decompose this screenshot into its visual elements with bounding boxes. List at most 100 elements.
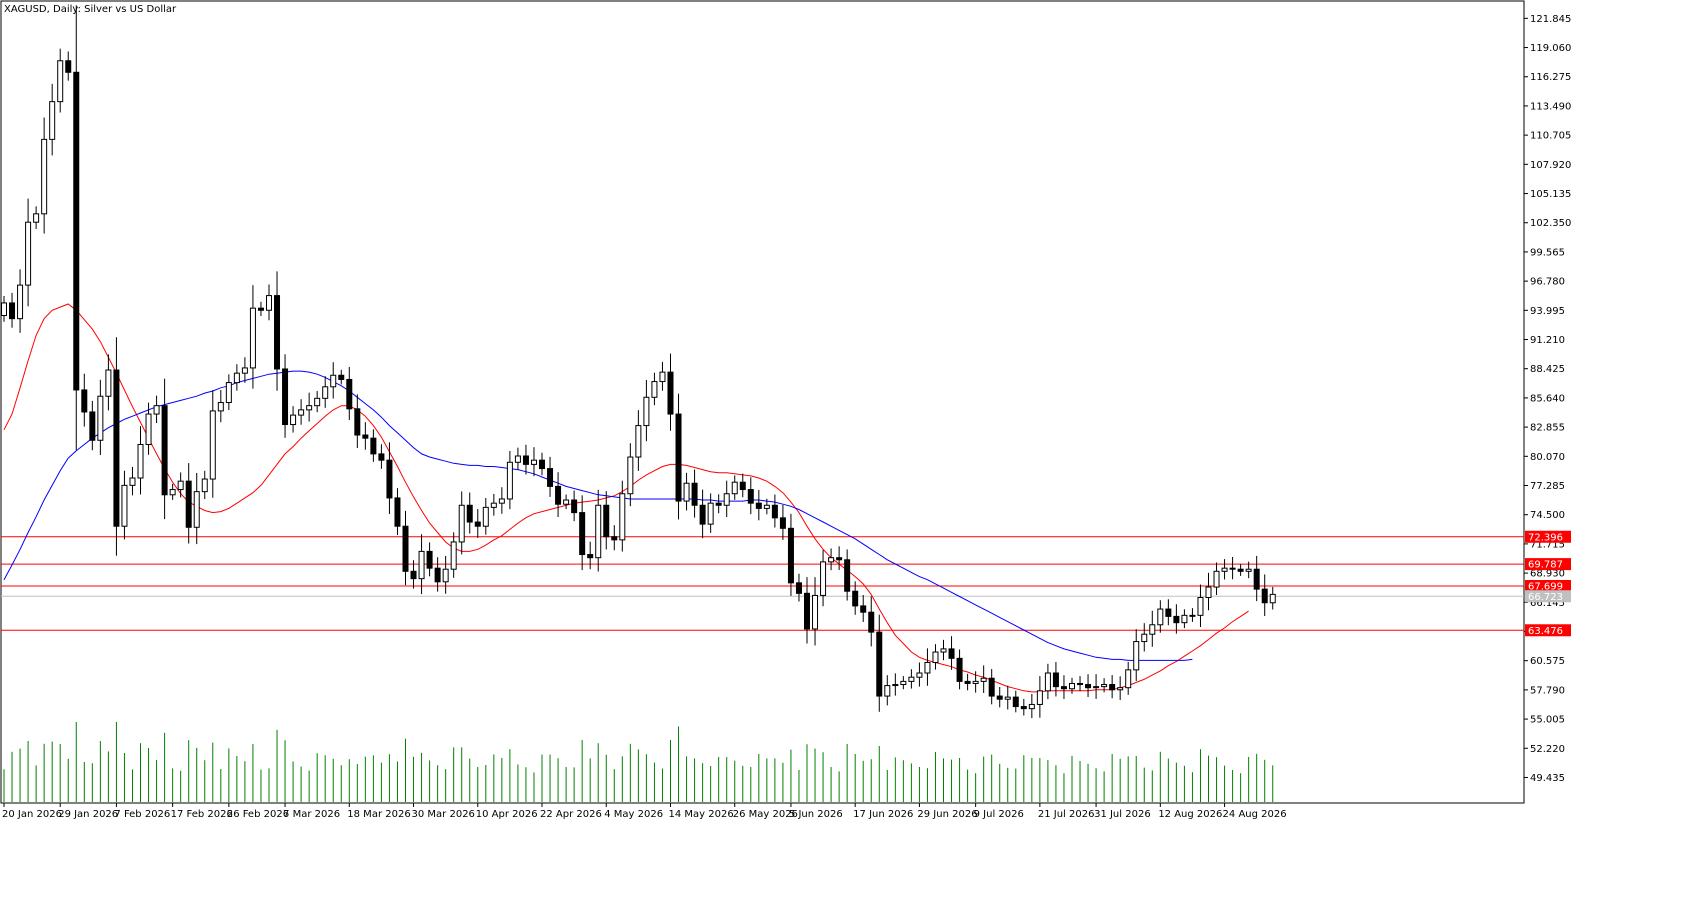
- candle: [916, 662, 923, 687]
- candle: [1109, 675, 1116, 699]
- candle-body-up: [723, 493, 730, 506]
- candle: [779, 504, 786, 540]
- candle: [298, 399, 305, 425]
- candle-body-up: [812, 594, 819, 630]
- candle-body-up: [1149, 624, 1156, 635]
- candle: [659, 361, 666, 391]
- candle-body-down: [257, 307, 264, 311]
- candle: [9, 292, 16, 328]
- y-tick-label: 105.135: [1530, 189, 1571, 200]
- candle-body-up: [1093, 686, 1100, 689]
- y-tick-label: 116.275: [1530, 72, 1571, 83]
- candle-body-down: [1060, 686, 1067, 690]
- candle: [707, 493, 714, 533]
- x-tick-label: 26 May 2026: [733, 809, 798, 820]
- y-tick-label: 60.575: [1530, 656, 1565, 667]
- candle: [41, 117, 48, 234]
- candle-body-up: [1133, 641, 1140, 671]
- candle-body-down: [868, 611, 875, 633]
- y-tick-label: 55.005: [1530, 715, 1565, 726]
- y-tick-label: 71.715: [1530, 539, 1565, 550]
- candle: [410, 560, 417, 589]
- candle-body-down: [579, 512, 586, 556]
- candle-body-up: [498, 498, 505, 504]
- candle-body-up: [450, 541, 457, 570]
- candle-body-down: [747, 489, 754, 504]
- candle-body-up: [121, 484, 128, 527]
- candle-body-down: [755, 502, 762, 509]
- candle-body-down: [282, 368, 289, 426]
- candle: [675, 393, 682, 520]
- candle: [739, 473, 746, 498]
- candle-body-up: [137, 443, 144, 479]
- candle-body-down: [779, 517, 786, 529]
- candle: [771, 494, 778, 528]
- candle: [571, 490, 578, 522]
- candle-body-down: [948, 648, 955, 659]
- candle-body-down: [185, 480, 192, 528]
- candle: [1221, 559, 1228, 580]
- candle: [241, 357, 248, 383]
- candle: [177, 472, 184, 498]
- current-price-label: 66.723: [1528, 592, 1563, 603]
- candle-body-up: [209, 410, 216, 480]
- candle: [563, 494, 570, 510]
- y-tick-label: 99.565: [1530, 247, 1565, 258]
- y-tick-label: 88.425: [1530, 364, 1565, 375]
- candle: [1020, 698, 1027, 716]
- candle-body-up: [265, 295, 272, 311]
- candle: [787, 513, 794, 596]
- candle: [121, 470, 128, 540]
- candle-body-down: [715, 502, 722, 506]
- x-tick-label: 22 Apr 2026: [540, 809, 602, 820]
- candle-body-up: [707, 502, 714, 525]
- candle-body-down: [1020, 706, 1027, 710]
- x-tick-label: 26 Feb 2026: [227, 809, 289, 820]
- level-label-2-bg: [1525, 579, 1571, 592]
- candle: [201, 470, 208, 500]
- candle-body-up: [306, 405, 313, 411]
- candle: [820, 549, 827, 607]
- x-tick-label: 31 Jul 2026: [1094, 809, 1151, 820]
- candle-body-up: [1213, 570, 1220, 588]
- candle: [1101, 678, 1108, 693]
- current-price-label-bg: [1525, 590, 1571, 603]
- x-tick-label: 20 Jan 2026: [2, 809, 62, 820]
- candle-body-up: [1221, 567, 1228, 572]
- x-tick-label: 30 Mar 2026: [412, 809, 475, 820]
- candle-body-up: [105, 369, 112, 397]
- volume-bars: [3, 722, 1274, 802]
- candle: [113, 337, 120, 556]
- level-label-2: 67.699: [1528, 581, 1563, 592]
- candle: [1093, 674, 1100, 699]
- candle-body-up: [506, 461, 513, 500]
- candle-body-up: [1117, 687, 1124, 691]
- candle: [73, 5, 80, 451]
- candle-body-up: [1004, 696, 1011, 700]
- candle: [1036, 676, 1043, 718]
- candle-body-down: [522, 455, 529, 465]
- candle: [643, 379, 650, 442]
- candle-body-down: [434, 567, 441, 583]
- candle-body-up: [820, 561, 827, 596]
- y-tick-label: 66.145: [1530, 598, 1565, 609]
- candle: [996, 687, 1003, 708]
- candle: [394, 488, 401, 536]
- candle: [482, 497, 489, 535]
- candle: [1044, 663, 1051, 700]
- candle: [940, 639, 947, 661]
- candle-body-up: [619, 493, 626, 541]
- candle-body-up: [41, 138, 48, 215]
- candle-body-up: [97, 395, 104, 441]
- candle-body-down: [1253, 568, 1260, 590]
- candle: [884, 675, 891, 706]
- candle: [627, 443, 634, 507]
- candle: [1165, 599, 1172, 626]
- candle: [860, 595, 867, 622]
- candle: [1269, 586, 1276, 610]
- candle: [330, 362, 337, 399]
- x-tick-label: 4 May 2026: [604, 809, 663, 820]
- candle-body-down: [795, 582, 802, 594]
- candle-body-up: [892, 684, 899, 687]
